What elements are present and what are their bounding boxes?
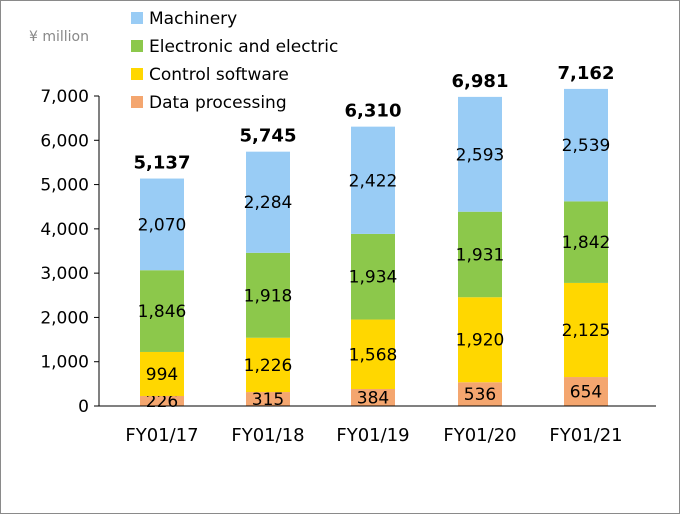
bar-segment xyxy=(351,388,395,406)
legend-item: Electronic and electric xyxy=(131,37,338,57)
x-tick-label: FY01/17 xyxy=(125,425,198,446)
segment-value-label: 536 xyxy=(464,385,496,405)
total-label: 5,137 xyxy=(134,153,191,174)
legend-label: Control software xyxy=(149,65,289,85)
segment-value-label: 1,568 xyxy=(349,345,398,365)
bar-stack: 654 2,125 1,842 2,539 7,162 xyxy=(558,63,615,406)
legend: Machinery Electronic and electric Control … xyxy=(131,9,338,113)
bar-stack: 226 994 1,846 2,070 5,137 xyxy=(134,153,191,412)
bar-segment xyxy=(564,377,608,406)
segment-value-label: 1,931 xyxy=(456,245,505,265)
legend-item: Machinery xyxy=(131,9,237,29)
legend-item: Control software xyxy=(131,65,289,85)
legend-label: Machinery xyxy=(149,9,237,29)
total-label: 6,310 xyxy=(345,101,402,122)
y-tick-label: 0 xyxy=(78,397,89,417)
bar-segment xyxy=(458,382,502,406)
x-tick-label: FY01/19 xyxy=(336,425,409,446)
legend-swatch xyxy=(131,68,143,80)
segment-value-label: 994 xyxy=(146,365,178,385)
legend-swatch xyxy=(131,96,143,108)
segment-value-label: 315 xyxy=(252,390,284,410)
bar-segment xyxy=(458,297,502,383)
bar-segment xyxy=(246,337,290,393)
y-tick-label: 5,000 xyxy=(40,176,89,196)
x-tick-label: FY01/21 xyxy=(549,425,622,446)
bar-segment xyxy=(351,319,395,389)
segment-value-label: 1,920 xyxy=(456,331,505,351)
total-label: 7,162 xyxy=(558,63,615,84)
y-tick-label: 3,000 xyxy=(40,264,89,284)
legend-swatch xyxy=(131,40,143,52)
bar-segment xyxy=(351,126,395,234)
legend-label: Data processing xyxy=(149,93,287,113)
segment-value-label: 226 xyxy=(146,392,178,412)
y-tick-label: 2,000 xyxy=(40,308,89,328)
bar-segment xyxy=(564,201,608,283)
bar-segment xyxy=(246,252,290,338)
y-tick-label: 7,000 xyxy=(40,87,89,107)
segment-value-label: 2,539 xyxy=(562,136,611,156)
bar-segment xyxy=(564,282,608,378)
segment-value-label: 2,070 xyxy=(138,215,187,235)
y-tick-label: 4,000 xyxy=(40,220,89,240)
legend-item: Data processing xyxy=(131,93,287,113)
segment-value-label: 1,226 xyxy=(244,356,293,376)
segment-value-label: 2,593 xyxy=(456,145,505,165)
total-label: 6,981 xyxy=(452,71,509,92)
segment-value-label: 1,918 xyxy=(244,286,293,306)
segment-value-label: 1,842 xyxy=(562,233,611,253)
segment-value-label: 1,846 xyxy=(138,302,187,322)
y-tick-label: 6,000 xyxy=(40,131,89,151)
bar-segment xyxy=(246,151,290,253)
segment-value-label: 2,422 xyxy=(349,171,398,191)
segment-value-label: 2,284 xyxy=(244,193,293,213)
legend-swatch xyxy=(131,12,143,24)
segment-value-label: 2,125 xyxy=(562,321,611,341)
x-axis: FY01/17 FY01/18 FY01/19 FY01/20 FY01/21 xyxy=(99,405,656,446)
bar-segment xyxy=(564,88,608,202)
y-axis: 0 1,000 2,000 3,000 4,000 5,000 6,000 7,000 xyxy=(40,87,100,417)
x-tick-label: FY01/20 xyxy=(443,425,516,446)
y-tick-label: 1,000 xyxy=(40,353,89,373)
x-tick-label: FY01/18 xyxy=(231,425,304,446)
bars: 226 994 1,846 2,070 5,137 315 1,226 1,918 2,284 5… xyxy=(134,63,615,412)
y-axis-unit-label: ¥ million xyxy=(29,29,89,45)
bar-segment xyxy=(458,211,502,298)
bar-segment xyxy=(458,96,502,212)
segment-value-label: 654 xyxy=(570,383,602,403)
bar-segment xyxy=(140,351,184,396)
bar-stack: 536 1,920 1,931 2,593 6,981 xyxy=(452,71,509,406)
bar-segment xyxy=(351,233,395,320)
total-label: 5,745 xyxy=(240,126,297,147)
bar-segment xyxy=(140,395,184,406)
bar-segment xyxy=(140,178,184,271)
bar-segment xyxy=(246,392,290,406)
bar-stack: 384 1,568 1,934 2,422 6,310 xyxy=(345,101,402,409)
legend-label: Electronic and electric xyxy=(149,37,338,57)
segment-value-label: 384 xyxy=(357,388,389,408)
segment-value-label: 1,934 xyxy=(349,268,398,288)
bar-stack: 315 1,226 1,918 2,284 5,745 xyxy=(240,126,297,410)
bar-segment xyxy=(140,270,184,352)
